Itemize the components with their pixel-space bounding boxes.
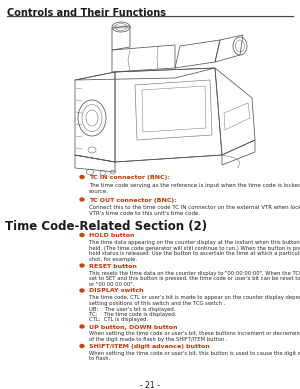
Text: UP button, DOWN button: UP button, DOWN button [89,324,178,329]
Text: SHIFT/ITEM (digit advance) button: SHIFT/ITEM (digit advance) button [89,344,210,349]
Ellipse shape [80,198,84,201]
Text: When setting the time code or user's bit, these buttons increment or decrement b: When setting the time code or user's bit… [89,331,300,336]
Text: The time data appearing on the counter display at the instant when this button i: The time data appearing on the counter d… [89,240,300,245]
Text: When setting the time code or user's bit, this button is used to cause the digit: When setting the time code or user's bit… [89,351,300,356]
Text: TC OUT connector (BNC):: TC OUT connector (BNC): [89,198,177,203]
Ellipse shape [80,345,84,347]
Text: DISPLAY switch: DISPLAY switch [89,289,144,293]
Text: This resets the time data on the counter display to "00:00:00:00". When the TCG : This resets the time data on the counter… [89,270,300,275]
Text: Controls and Their Functions: Controls and Their Functions [7,8,166,18]
Text: setting positions of this switch and the TCG switch .: setting positions of this switch and the… [89,301,225,306]
Text: TC IN connector (BNC):: TC IN connector (BNC): [89,175,170,180]
Text: of the digit made to flash by the SHIFT/ITEM button .: of the digit made to flash by the SHIFT/… [89,337,227,342]
Text: source.: source. [89,189,109,193]
Text: VTR's time code to this unit's time code.: VTR's time code to this unit's time code… [89,211,200,216]
Text: or "00 00 00 00".: or "00 00 00 00". [89,282,134,287]
Text: HOLD button: HOLD button [89,233,134,238]
Text: Connect this to the time code TC IN connector on the external VTR when locking t: Connect this to the time code TC IN conn… [89,205,300,210]
Text: CTL:  CTL is displayed.: CTL: CTL is displayed. [89,317,148,322]
Text: to flash.: to flash. [89,356,110,361]
Text: UB:    The user's bit is displayed.: UB: The user's bit is displayed. [89,307,176,312]
Text: RESET button: RESET button [89,263,137,268]
Text: TC:    The time code is displayed.: TC: The time code is displayed. [89,312,176,317]
Text: The time code, CTL or user's bit is made to appear on the counter display depend: The time code, CTL or user's bit is made… [89,296,300,300]
Text: - 21 -: - 21 - [140,381,160,389]
Ellipse shape [80,264,84,267]
Ellipse shape [80,325,84,328]
Ellipse shape [80,175,84,179]
Text: hold status is released. Use the button to ascertain the time at which a particu: hold status is released. Use the button … [89,251,300,256]
Text: The time code serving as the reference is input when the time code is locked to : The time code serving as the reference i… [89,182,300,187]
Text: held. (The time code generator will still continue to run.) When the button is p: held. (The time code generator will stil… [89,245,300,251]
Text: shot, for example.: shot, for example. [89,256,137,261]
Text: set to SET and this button is pressed, the time code or user's bit can be reset : set to SET and this button is pressed, t… [89,276,300,281]
Ellipse shape [80,289,84,292]
Text: Time Code-Related Section (2): Time Code-Related Section (2) [5,220,207,233]
Ellipse shape [80,233,84,237]
